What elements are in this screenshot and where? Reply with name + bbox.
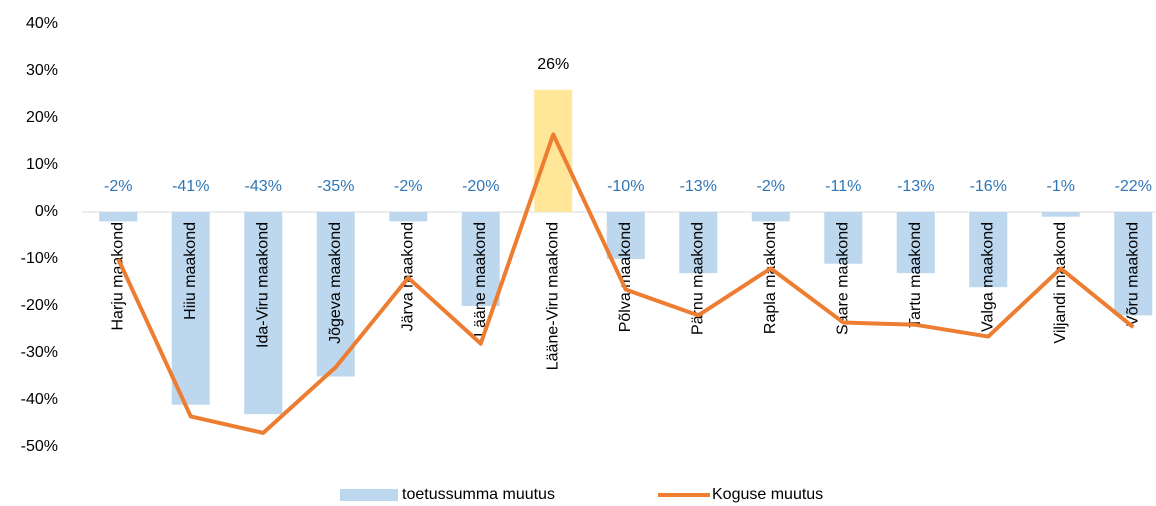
- bar: [244, 212, 283, 415]
- bar: [969, 212, 1008, 288]
- y-tick-label: 40%: [26, 15, 58, 32]
- y-tick-label: 20%: [26, 109, 58, 126]
- data-label: -41%: [172, 178, 209, 195]
- data-label: -22%: [1115, 178, 1152, 195]
- y-tick-label: 30%: [26, 62, 58, 79]
- bar: [896, 212, 935, 274]
- bar: [606, 212, 645, 259]
- x-tick-label: Võru maakond: [1124, 222, 1141, 326]
- y-tick-label: -30%: [21, 344, 58, 361]
- x-tick-label: Valga maakond: [979, 222, 996, 332]
- legend-label: toetussumma muutus: [402, 486, 555, 503]
- x-tick-label: Tartu maakond: [907, 222, 924, 328]
- data-label: -13%: [680, 178, 717, 195]
- y-tick-label: -50%: [21, 438, 58, 455]
- x-tick-label: Ida-Viru maakond: [254, 222, 271, 348]
- data-label: -16%: [970, 178, 1007, 195]
- data-label: -43%: [245, 178, 282, 195]
- bar: [389, 212, 428, 222]
- data-label: -1%: [1047, 178, 1075, 195]
- x-tick-label: Hiiu maakond: [182, 222, 199, 320]
- bar: [1041, 212, 1080, 217]
- x-tick-label: Viljandi maakond: [1052, 222, 1069, 344]
- bar: [461, 212, 500, 306]
- y-tick-label: -20%: [21, 297, 58, 314]
- data-label: -11%: [825, 178, 861, 195]
- data-label: -2%: [104, 178, 132, 195]
- x-tick-label: Põlva maakond: [617, 222, 634, 332]
- data-label: 26%: [537, 56, 569, 73]
- data-label: -2%: [757, 178, 785, 195]
- x-tick-label: Saare maakond: [834, 222, 851, 335]
- x-tick-label: Harju maakond: [109, 222, 126, 331]
- bar: [751, 212, 790, 222]
- legend-label: Koguse muutus: [712, 486, 823, 503]
- bar: [171, 212, 210, 405]
- data-label: -10%: [607, 178, 644, 195]
- data-label: -2%: [394, 178, 422, 195]
- bar: [99, 212, 138, 222]
- x-tick-label: Pärnu maakond: [689, 222, 706, 335]
- legend-swatch: [340, 489, 398, 501]
- x-tick-label: Lääne maakond: [472, 222, 489, 337]
- bar: [1114, 212, 1153, 316]
- bar: [824, 212, 863, 264]
- bar: [534, 89, 573, 212]
- x-tick-label: Lääne-Viru maakond: [544, 222, 561, 370]
- y-tick-label: 10%: [26, 156, 58, 173]
- data-label: -13%: [897, 178, 934, 195]
- y-tick-label: -10%: [21, 250, 58, 267]
- x-tick-label: Jõgeva maakond: [327, 222, 344, 344]
- x-tick-label: Rapla maakond: [762, 222, 779, 334]
- line: [116, 132, 1135, 435]
- bar: [679, 212, 718, 274]
- y-tick-label: 0%: [35, 203, 58, 220]
- y-tick-label: -40%: [21, 391, 58, 408]
- data-label: -20%: [462, 178, 499, 195]
- data-label: -35%: [317, 178, 354, 195]
